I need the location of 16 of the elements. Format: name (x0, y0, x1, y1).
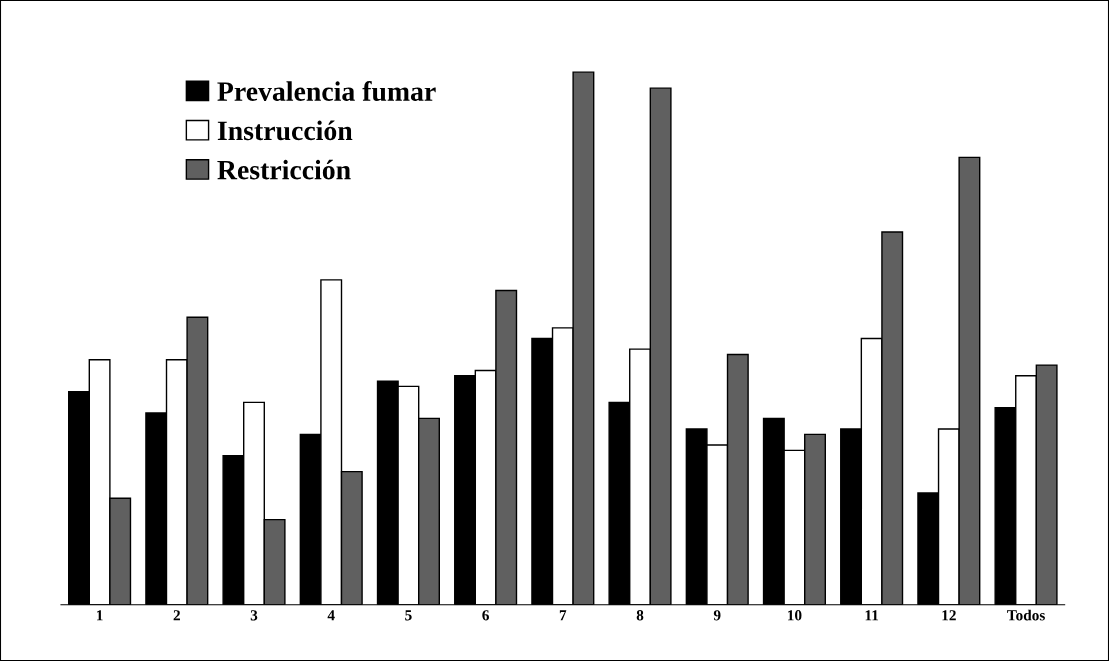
x-tick-label: 8 (636, 610, 644, 621)
x-tick-label: 4 (327, 610, 335, 621)
x-tick-label: 7 (559, 610, 567, 621)
x-tick-label: 11 (865, 610, 879, 621)
x-tick-label: 12 (942, 610, 956, 621)
x-tick-label: 6 (482, 610, 489, 621)
x-tick-label: Todos (1007, 609, 1045, 621)
legend-label: Prevalencia fumar (217, 81, 436, 101)
x-tick-label: 2 (173, 610, 180, 621)
x-tick-label: 3 (250, 610, 258, 621)
x-tick-label: 10 (788, 610, 802, 621)
x-tick-label: 1 (97, 610, 103, 621)
x-tick-label: 9 (713, 610, 721, 621)
legend-label: Instrucción (217, 120, 353, 141)
legend-label: Restricción (217, 159, 351, 180)
x-tick-label: 5 (405, 610, 412, 621)
